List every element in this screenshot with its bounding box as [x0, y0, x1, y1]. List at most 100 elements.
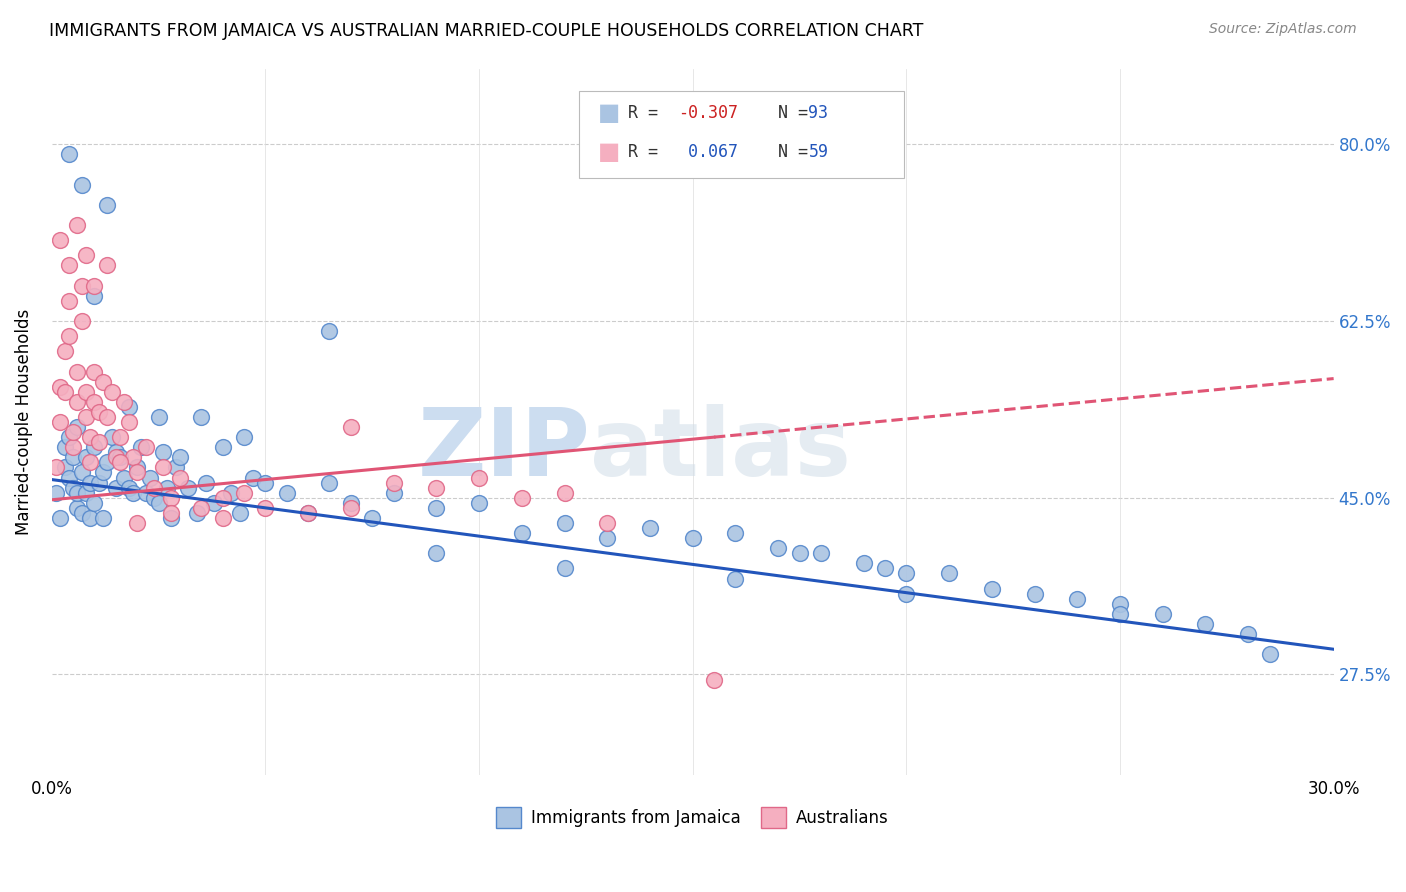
- Point: [66, 485, 89, 500]
- Point: [70, 314, 93, 328]
- Point: [122, 450, 145, 465]
- Point: [49, 379, 72, 393]
- Point: [127, 460, 149, 475]
- Text: Source: ZipAtlas.com: Source: ZipAtlas.com: [1209, 22, 1357, 37]
- Point: [233, 485, 256, 500]
- Point: [112, 394, 135, 409]
- Point: [1194, 617, 1216, 632]
- Point: [297, 506, 319, 520]
- Point: [254, 500, 277, 515]
- Text: 0.067: 0.067: [678, 143, 738, 161]
- Point: [425, 500, 447, 515]
- Point: [75, 485, 97, 500]
- Point: [382, 475, 405, 490]
- Point: [83, 496, 105, 510]
- Point: [896, 587, 918, 601]
- Point: [553, 485, 575, 500]
- Point: [62, 481, 84, 495]
- Point: [1066, 591, 1088, 606]
- Point: [211, 511, 233, 525]
- Point: [118, 400, 141, 414]
- Point: [96, 409, 118, 424]
- Point: [83, 440, 105, 454]
- Text: 93: 93: [808, 104, 828, 122]
- Point: [66, 420, 89, 434]
- Point: [382, 485, 405, 500]
- Point: [75, 248, 97, 262]
- Point: [229, 506, 252, 520]
- Point: [79, 475, 101, 490]
- Point: [468, 496, 491, 510]
- Point: [112, 470, 135, 484]
- Point: [58, 470, 80, 484]
- Text: R =: R =: [628, 143, 668, 161]
- Point: [1024, 587, 1046, 601]
- Text: ZIP: ZIP: [418, 404, 591, 496]
- Point: [596, 516, 619, 530]
- Text: -0.307: -0.307: [678, 104, 738, 122]
- Point: [53, 384, 76, 399]
- Point: [789, 546, 811, 560]
- Point: [233, 430, 256, 444]
- Point: [425, 546, 447, 560]
- Point: [104, 450, 127, 465]
- Point: [190, 500, 212, 515]
- Point: [682, 531, 704, 545]
- Point: [87, 435, 110, 450]
- Point: [160, 491, 183, 505]
- Point: [242, 470, 264, 484]
- Point: [169, 470, 191, 484]
- Point: [703, 673, 725, 687]
- Point: [75, 409, 97, 424]
- Point: [160, 506, 183, 520]
- Point: [96, 198, 118, 212]
- Point: [177, 481, 200, 495]
- Point: [135, 440, 157, 454]
- Point: [118, 415, 141, 429]
- Point: [53, 440, 76, 454]
- Point: [1258, 648, 1281, 662]
- Point: [91, 466, 114, 480]
- Point: [510, 526, 533, 541]
- Point: [318, 324, 340, 338]
- Point: [75, 384, 97, 399]
- Point: [276, 485, 298, 500]
- Point: [135, 485, 157, 500]
- Point: [122, 485, 145, 500]
- Y-axis label: Married-couple Households: Married-couple Households: [15, 309, 32, 535]
- Point: [340, 496, 363, 510]
- Point: [62, 425, 84, 439]
- Text: ■: ■: [598, 140, 620, 163]
- Point: [66, 218, 89, 232]
- Point: [108, 455, 131, 469]
- Point: [148, 496, 170, 510]
- Point: [100, 384, 122, 399]
- Point: [127, 516, 149, 530]
- Point: [66, 364, 89, 378]
- Text: N =: N =: [748, 104, 818, 122]
- Point: [190, 409, 212, 424]
- Point: [873, 561, 896, 575]
- Point: [79, 430, 101, 444]
- Point: [638, 521, 661, 535]
- Point: [45, 460, 67, 475]
- Point: [79, 511, 101, 525]
- Point: [297, 506, 319, 520]
- Point: [160, 511, 183, 525]
- Point: [131, 440, 153, 454]
- Point: [118, 481, 141, 495]
- Point: [340, 420, 363, 434]
- Point: [96, 259, 118, 273]
- Point: [156, 481, 179, 495]
- Point: [766, 541, 789, 556]
- Point: [143, 491, 166, 505]
- Point: [186, 506, 208, 520]
- Point: [810, 546, 832, 560]
- Point: [79, 455, 101, 469]
- Point: [58, 329, 80, 343]
- Point: [152, 460, 174, 475]
- Point: [70, 278, 93, 293]
- Point: [852, 557, 875, 571]
- Point: [53, 460, 76, 475]
- Point: [62, 450, 84, 465]
